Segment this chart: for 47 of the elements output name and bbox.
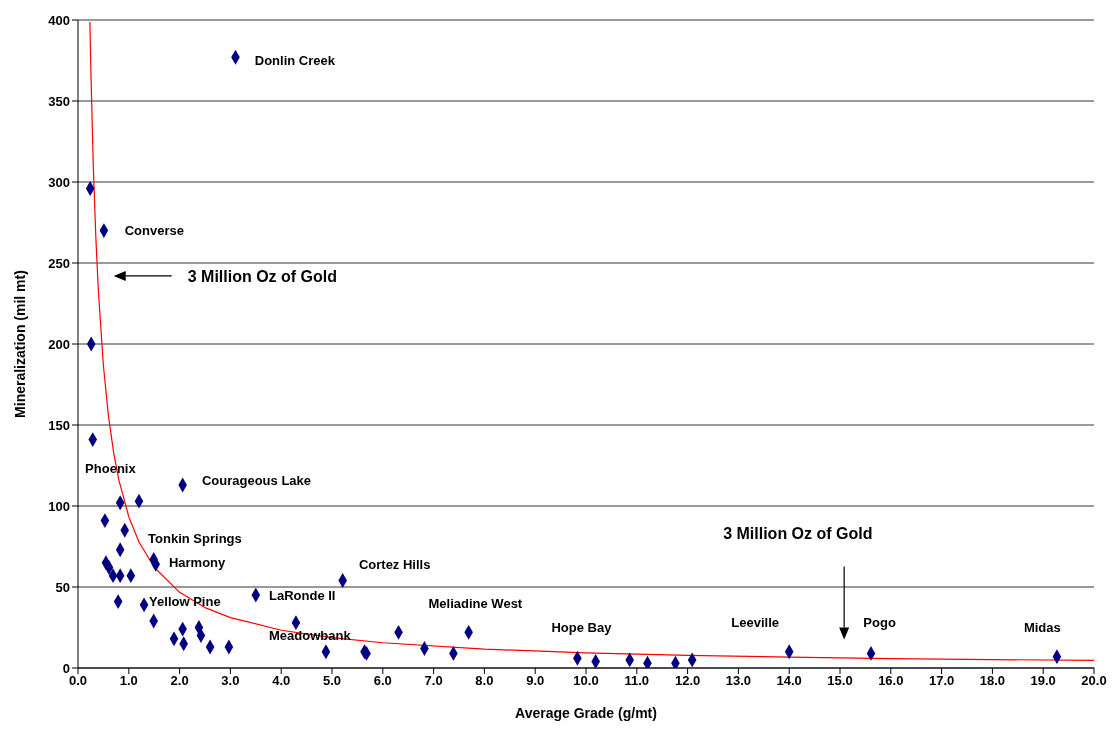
y-tick-label: 100 xyxy=(48,498,70,514)
x-tick-label: 6.0 xyxy=(373,673,392,689)
annotation: Pogo xyxy=(863,615,896,631)
x-tick-label: 8.0 xyxy=(475,673,494,689)
x-tick-label: 4.0 xyxy=(272,673,291,689)
annotation: Leeville xyxy=(731,615,779,631)
annotation: Midas xyxy=(1023,620,1061,636)
annotation: Tonkin Springs xyxy=(148,530,242,546)
x-tick-label: 3.0 xyxy=(221,673,240,689)
annotation: Donlin Creek xyxy=(254,53,336,69)
y-tick-label: 300 xyxy=(48,174,70,190)
x-tick-label: 12.0 xyxy=(674,673,701,689)
y-tick-label: 200 xyxy=(48,336,70,352)
x-tick-label: 13.0 xyxy=(725,673,752,689)
y-tick-label: 150 xyxy=(48,417,70,433)
y-tick-label: 350 xyxy=(48,93,70,109)
x-tick-label: 2.0 xyxy=(170,673,189,689)
y-tick-label: 400 xyxy=(48,12,70,28)
x-tick-label: 17.0 xyxy=(928,673,955,689)
y-axis-title: Mineralization (mil mt) xyxy=(11,270,28,418)
x-tick-label: 14.0 xyxy=(776,673,802,689)
annotation: 3 Million Oz of Gold xyxy=(723,525,873,543)
x-tick-label: 7.0 xyxy=(424,673,443,689)
annotation: Harmony xyxy=(168,555,227,571)
x-tick-label: 9.0 xyxy=(526,673,545,689)
x-tick-label: 10.0 xyxy=(573,673,599,689)
annotation: Converse xyxy=(124,223,184,239)
x-tick-label: 19.0 xyxy=(1030,673,1056,689)
x-tick-label: 18.0 xyxy=(979,673,1006,689)
annotation: Yellow Pine xyxy=(149,594,221,610)
x-axis-title: Average Grade (g/mt) xyxy=(515,705,657,721)
annotation: 3 Million Oz of Gold xyxy=(187,267,338,285)
y-tick-label: 50 xyxy=(55,579,70,595)
y-tick-label: 0 xyxy=(62,660,70,676)
x-tick-label: 20.0 xyxy=(1081,673,1107,689)
x-tick-label: 5.0 xyxy=(322,673,342,689)
annotation: LaRonde II xyxy=(269,587,336,603)
annotation: Meliadine West xyxy=(428,595,523,611)
annotation: Cortez Hills xyxy=(358,556,431,572)
x-tick-label: 1.0 xyxy=(119,673,138,689)
annotation: Hope Bay xyxy=(551,620,613,636)
y-tick-label: 250 xyxy=(48,255,70,271)
annotation: Courageous Lake xyxy=(201,472,312,488)
x-tick-label: 11.0 xyxy=(624,673,650,689)
x-tick-label: 15.0 xyxy=(827,673,853,689)
x-tick-label: 16.0 xyxy=(878,673,904,689)
x-tick-label: 0.0 xyxy=(68,673,88,689)
